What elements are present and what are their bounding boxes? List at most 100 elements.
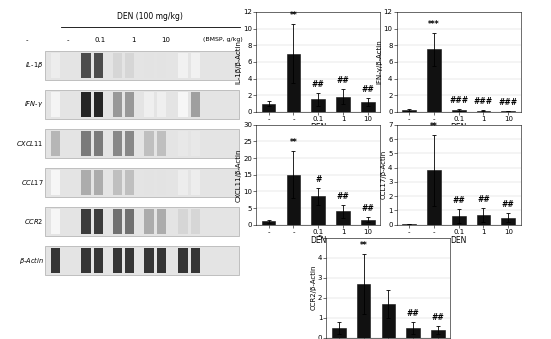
Text: #: #	[315, 175, 321, 184]
Bar	[452, 216, 466, 225]
Text: ##: ##	[337, 192, 349, 201]
Text: ###: ###	[499, 98, 518, 107]
Bar	[501, 111, 515, 112]
Bar	[45, 129, 239, 158]
Bar	[144, 209, 154, 234]
Bar	[144, 170, 154, 195]
Bar	[156, 248, 166, 273]
Bar	[336, 97, 350, 112]
Bar	[407, 327, 420, 338]
Bar	[94, 170, 103, 195]
Bar	[113, 248, 122, 273]
Bar	[51, 131, 61, 156]
Text: ##: ##	[452, 196, 465, 205]
Bar	[94, 209, 103, 234]
Bar	[191, 209, 200, 234]
Bar	[361, 220, 375, 225]
Bar	[94, 248, 103, 273]
Bar	[125, 131, 134, 156]
Y-axis label: CXCL11/β-Actin: CXCL11/β-Actin	[236, 148, 242, 201]
Text: ##: ##	[361, 85, 374, 94]
Bar	[452, 110, 466, 112]
Bar	[125, 92, 134, 117]
Text: **: **	[360, 241, 368, 250]
Bar	[332, 327, 345, 338]
Text: $\it{CCR2}$: $\it{CCR2}$	[24, 217, 44, 226]
Text: 1: 1	[131, 37, 136, 43]
Text: **: **	[430, 122, 438, 131]
Bar	[51, 248, 61, 273]
Bar	[113, 131, 122, 156]
Text: 10: 10	[161, 37, 171, 43]
Bar	[501, 218, 515, 225]
Text: $\it{CXCL11}$: $\it{CXCL11}$	[17, 139, 44, 148]
Bar	[125, 209, 134, 234]
Bar	[179, 170, 188, 195]
Text: ##: ##	[312, 80, 325, 89]
Bar	[427, 171, 441, 225]
Y-axis label: IL-1β/β-Actin: IL-1β/β-Actin	[236, 40, 242, 84]
Bar	[191, 92, 200, 117]
Text: **: **	[290, 138, 298, 147]
Text: -: -	[67, 37, 69, 43]
Bar	[477, 215, 490, 225]
Bar	[156, 170, 166, 195]
Bar	[45, 207, 239, 236]
Bar	[402, 110, 416, 112]
Text: $\it{IL}$-$\it{1\beta}$: $\it{IL}$-$\it{1\beta}$	[25, 60, 44, 70]
Text: ##: ##	[502, 200, 515, 209]
Bar	[262, 103, 276, 112]
Bar	[179, 53, 188, 78]
X-axis label: DEN: DEN	[451, 236, 467, 245]
Bar	[179, 209, 188, 234]
Bar	[477, 111, 490, 112]
Bar	[144, 92, 154, 117]
Bar	[51, 92, 61, 117]
Text: (BMSP, g/kg): (BMSP, g/kg)	[203, 37, 243, 42]
Bar	[191, 248, 200, 273]
Bar	[427, 49, 441, 112]
Text: ##: ##	[477, 195, 490, 204]
Bar	[144, 131, 154, 156]
Bar	[113, 209, 122, 234]
Bar	[45, 51, 239, 80]
Bar	[94, 92, 103, 117]
Bar	[45, 168, 239, 197]
Bar	[45, 246, 239, 275]
Bar	[191, 53, 200, 78]
Bar	[125, 170, 134, 195]
Bar	[191, 170, 200, 195]
X-axis label: DEN: DEN	[310, 123, 326, 133]
Text: ##: ##	[431, 313, 444, 322]
Y-axis label: IFN-γ/β-Actin: IFN-γ/β-Actin	[376, 39, 382, 84]
Bar	[156, 209, 166, 234]
Text: ***: ***	[428, 20, 440, 29]
Bar	[125, 248, 134, 273]
Bar	[82, 248, 91, 273]
Text: $\it{IFN}$-$\it{\gamma}$: $\it{IFN}$-$\it{\gamma}$	[24, 99, 44, 109]
Bar	[262, 221, 276, 225]
Text: ###: ###	[474, 97, 493, 106]
Bar	[357, 284, 370, 338]
Bar	[144, 53, 154, 78]
Y-axis label: CCR2/β-Actin: CCR2/β-Actin	[310, 265, 316, 311]
Y-axis label: CCL17/β-Actin: CCL17/β-Actin	[381, 150, 387, 199]
Bar	[179, 131, 188, 156]
Bar	[179, 92, 188, 117]
Text: ###: ###	[449, 96, 468, 105]
Bar	[82, 170, 91, 195]
X-axis label: DEN: DEN	[451, 123, 467, 133]
Bar	[82, 92, 91, 117]
Bar	[311, 196, 325, 225]
Bar	[144, 248, 154, 273]
Bar	[179, 248, 188, 273]
Bar	[382, 304, 395, 338]
Bar	[191, 131, 200, 156]
X-axis label: DEN: DEN	[310, 236, 326, 245]
Bar	[113, 92, 122, 117]
Bar	[94, 53, 103, 78]
Bar	[287, 175, 300, 225]
Bar	[113, 170, 122, 195]
Bar	[82, 131, 91, 156]
Bar	[402, 224, 416, 225]
